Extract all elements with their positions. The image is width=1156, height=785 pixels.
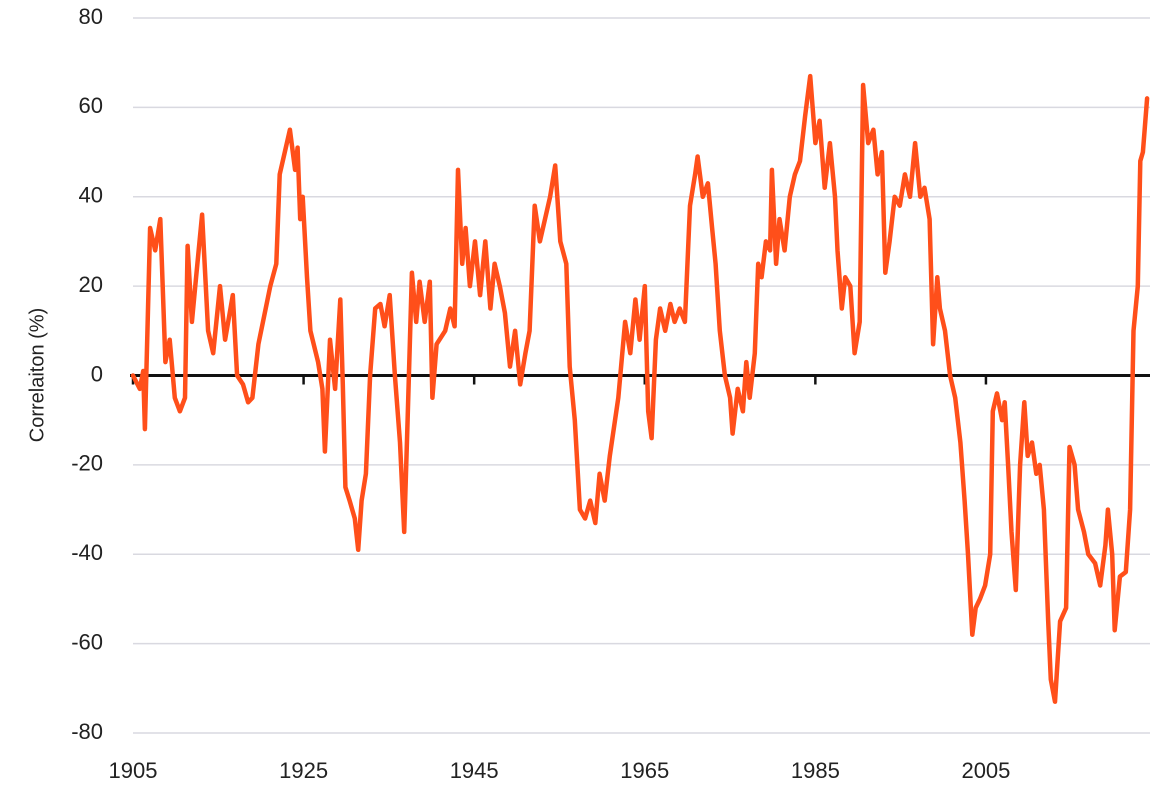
y-tick-label: -80 (71, 719, 103, 744)
y-tick-label: 20 (79, 272, 103, 297)
y-tick-label: 40 (79, 183, 103, 208)
x-tick-label: 1985 (791, 758, 840, 783)
x-tick-label: 1905 (109, 758, 158, 783)
x-tick-label: 1925 (279, 758, 328, 783)
x-tick-label: 1945 (450, 758, 499, 783)
data-line (130, 73, 1150, 704)
y-tick-label: 60 (79, 93, 103, 118)
y-tick-label: -20 (71, 451, 103, 476)
y-axis-label: Correlaiton (%) (26, 308, 48, 442)
y-tick-label: -60 (71, 629, 103, 654)
x-tick-label: 1965 (620, 758, 669, 783)
y-tick-label: -40 (71, 540, 103, 565)
x-tick-label: 2005 (961, 758, 1010, 783)
y-tick-label: 0 (91, 361, 103, 386)
y-tick-label: 80 (79, 4, 103, 29)
